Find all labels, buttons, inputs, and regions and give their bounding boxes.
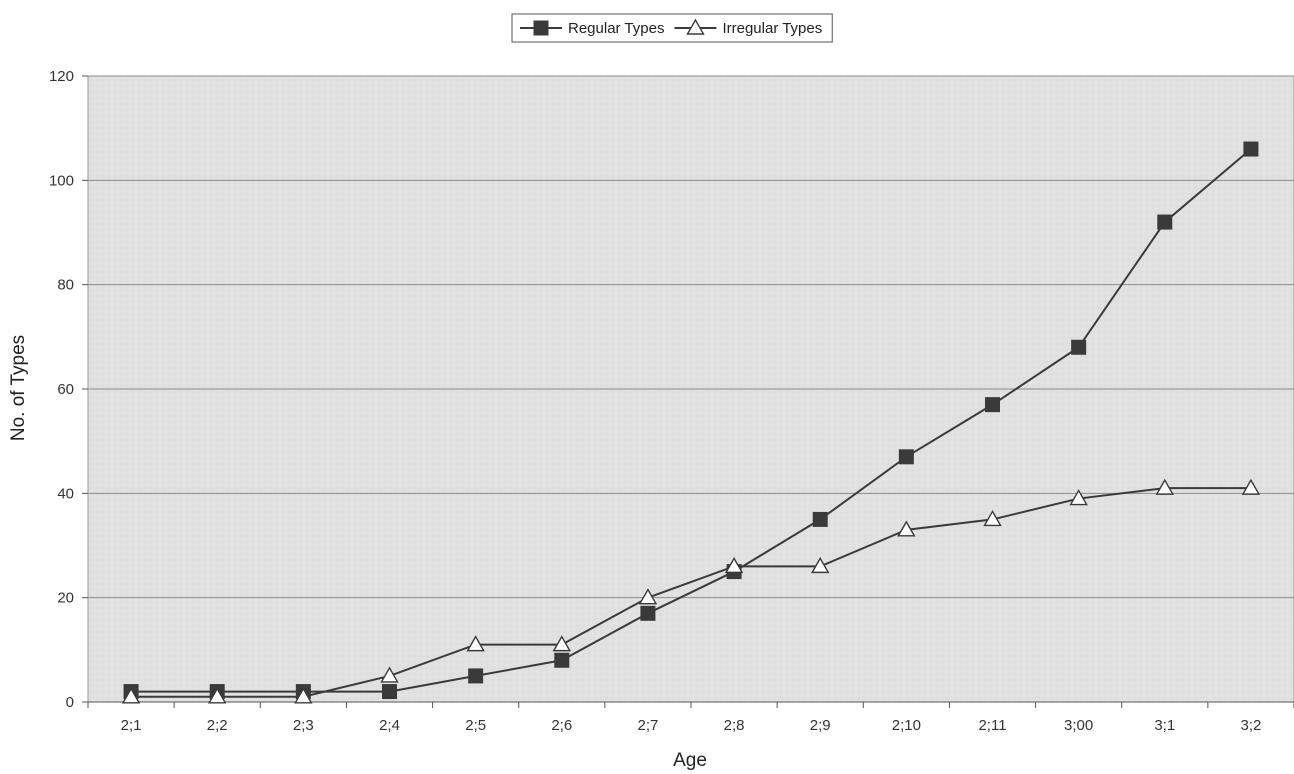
y-tick-label: 60 (57, 381, 74, 398)
triangle-marker (638, 588, 658, 605)
x-tick-label: 2;3 (293, 717, 314, 734)
legend-label: Regular Types (568, 20, 664, 37)
x-axis-ticks: 2;1 2;2 2;3 2;4 2;5 2;6 2;7 2;8 2;9 2;10 2;11 3;00 3… (87, 701, 1294, 734)
x-tick-label: 2;9 (810, 717, 831, 734)
x-tick-label: 2;10 (892, 717, 921, 734)
y-axis-ticks: 0 20 40 60 80 100 120 (49, 68, 88, 711)
triangle-marker (1241, 478, 1261, 495)
triangle-marker (1069, 489, 1088, 506)
y-axis-title: No. of Types (8, 335, 29, 441)
square-marker (468, 668, 484, 684)
y-tick-label: 40 (57, 485, 74, 502)
x-tick-label: 3;1 (1154, 717, 1175, 734)
y-tick-label: 100 (49, 172, 74, 189)
triangle-marker (121, 687, 141, 704)
square-marker (382, 684, 397, 700)
triangle-marker (1155, 478, 1174, 495)
y-tick-label: 20 (57, 590, 74, 607)
triangle-marker (208, 687, 227, 704)
x-tick-label: 2;4 (379, 717, 400, 734)
square-marker (1243, 141, 1259, 157)
legend-label: Irregular Types (722, 20, 822, 37)
square-marker (1071, 339, 1087, 355)
x-tick-label: 2;11 (978, 717, 1006, 734)
triangle-marker (380, 666, 399, 683)
legend-box (511, 13, 833, 43)
y-tick-label: 80 (57, 277, 74, 294)
square-marker (1157, 214, 1173, 230)
series-line (131, 148, 1252, 693)
triangle-marker (466, 635, 485, 652)
legend-triangle-icon (686, 18, 705, 35)
square-marker (640, 605, 656, 621)
x-tick-label: 2;5 (465, 717, 486, 734)
series-regular-types (123, 141, 1259, 700)
square-marker (898, 449, 914, 465)
x-tick-label: 2;7 (637, 717, 658, 734)
x-tick-label: 2;6 (551, 717, 572, 734)
triangle-marker (811, 556, 830, 574)
square-marker (985, 397, 1000, 413)
x-tick-label: 2;2 (207, 717, 228, 734)
series-irregular-types (121, 478, 1261, 704)
square-marker (554, 652, 570, 668)
legend: Regular Types Irregular Types (511, 13, 833, 43)
triangle-marker (552, 635, 571, 652)
triangle-marker (294, 687, 313, 704)
x-tick-label: 2;1 (121, 717, 142, 734)
series-layer (121, 141, 1261, 704)
x-tick-label: 2;8 (724, 717, 745, 734)
y-tick-label: 0 (66, 694, 74, 711)
x-tick-label: 3;2 (1240, 717, 1261, 734)
series-line (131, 487, 1251, 698)
x-tick-label: 3;00 (1064, 717, 1093, 734)
x-axis-title: Age (673, 750, 707, 771)
triangle-marker (983, 510, 1002, 527)
legend-square-icon (533, 20, 549, 36)
square-marker (812, 511, 828, 527)
triangle-marker (724, 556, 744, 574)
triangle-marker (897, 520, 916, 537)
y-tick-label: 120 (49, 68, 74, 85)
